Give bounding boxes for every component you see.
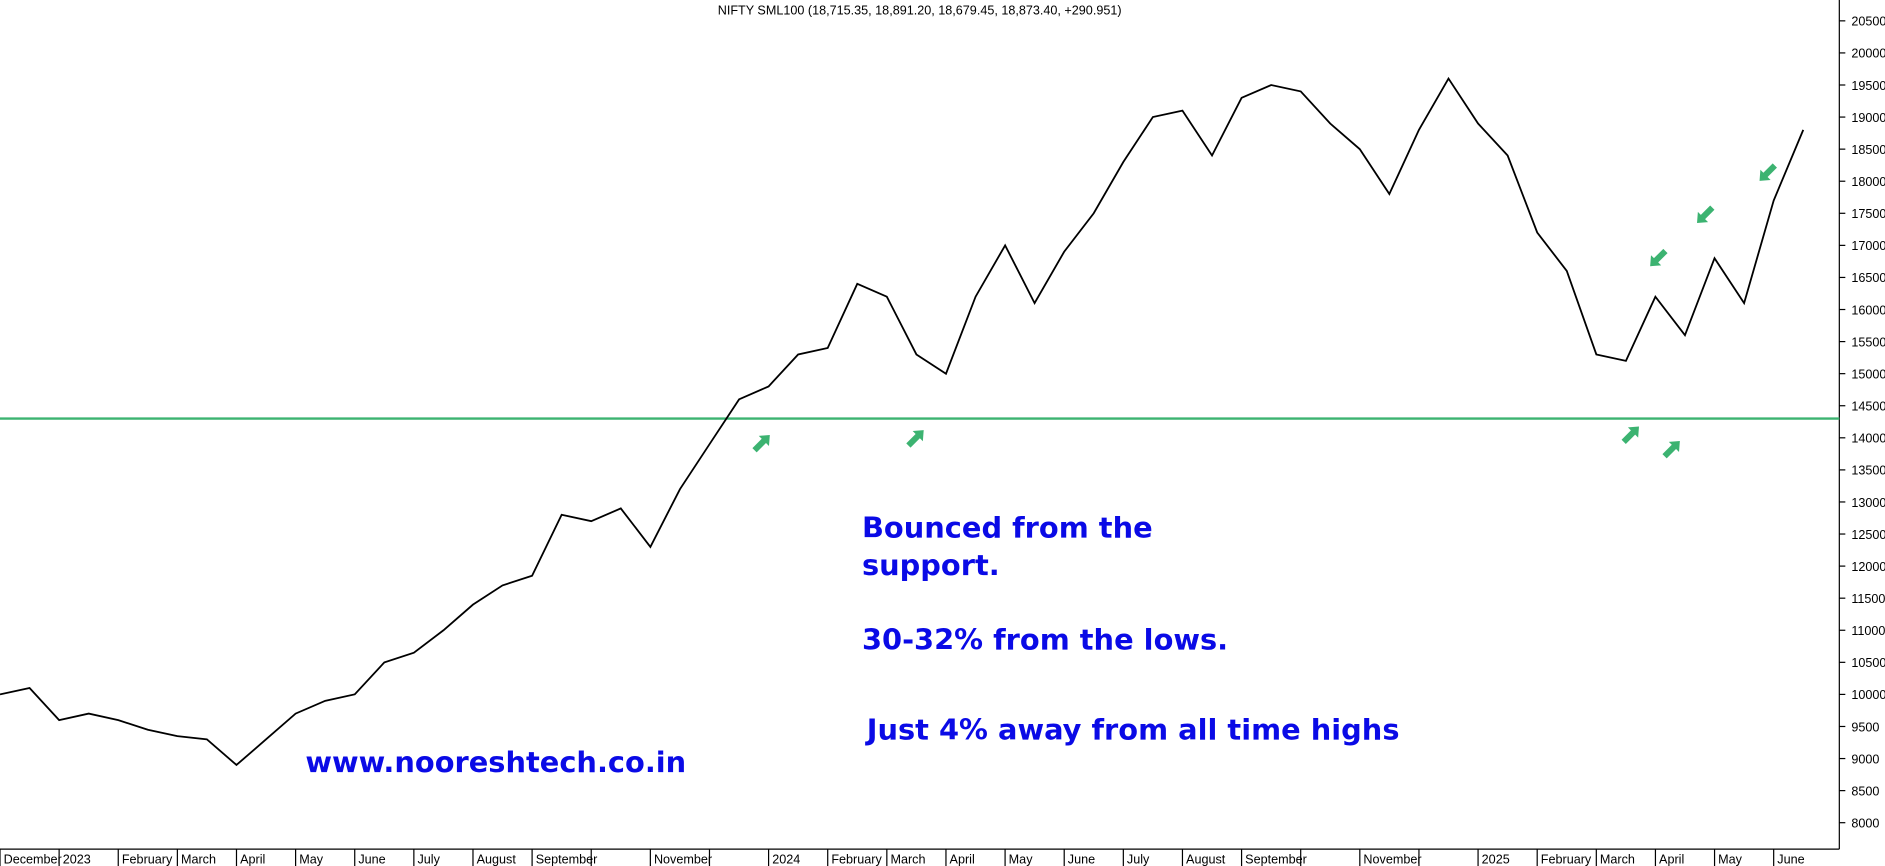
arrow-up xyxy=(1621,426,1639,444)
annotation: Bounced from the xyxy=(862,511,1153,545)
x-tick-label: 2024 xyxy=(772,853,800,866)
arrow-down xyxy=(1759,163,1777,181)
x-tick-label: March xyxy=(890,853,925,866)
y-tick-label: 9500 xyxy=(1851,720,1879,734)
x-tick-label: July xyxy=(417,853,440,866)
annotation: www.nooreshtech.co.in xyxy=(305,745,686,779)
x-tick-label: 2025 xyxy=(1482,853,1510,866)
y-tick-label: 16000 xyxy=(1851,303,1885,317)
y-tick-label: 15000 xyxy=(1851,367,1885,381)
y-tick-label: 11000 xyxy=(1851,624,1885,638)
x-tick-label: November xyxy=(654,853,712,866)
annotation: support. xyxy=(862,548,1000,582)
y-tick-label: 12000 xyxy=(1851,560,1885,574)
y-tick-label: 18000 xyxy=(1851,175,1885,189)
y-tick-label: 12500 xyxy=(1851,528,1885,542)
x-tick-label: May xyxy=(1009,853,1034,866)
x-tick-label: September xyxy=(1245,853,1307,866)
x-tick-label: March xyxy=(181,853,216,866)
x-tick-label: May xyxy=(1718,853,1743,866)
x-tick-label: April xyxy=(950,853,975,866)
annotation: 30-32% from the lows. xyxy=(862,622,1228,656)
x-tick-label: April xyxy=(1659,853,1684,866)
price-line xyxy=(0,76,1805,767)
y-tick-label: 16500 xyxy=(1851,271,1885,285)
y-tick-label: 19500 xyxy=(1851,79,1885,93)
arrows xyxy=(752,163,1777,459)
arrow-up xyxy=(752,434,770,453)
x-tick-label: August xyxy=(1186,853,1226,866)
x-tick-label: July xyxy=(1127,853,1150,866)
y-tick-label: 9000 xyxy=(1851,752,1879,766)
arrow-down xyxy=(1697,205,1715,223)
annotation: Just 4% away from all time highs xyxy=(865,713,1400,747)
y-tick-label: 19000 xyxy=(1851,111,1885,125)
y-tick-label: 17000 xyxy=(1851,239,1885,253)
x-tick-label: February xyxy=(1541,853,1592,866)
x-tick-label: June xyxy=(1068,853,1095,866)
x-tick-label: June xyxy=(358,853,385,866)
y-tick-label: 18500 xyxy=(1851,143,1885,157)
y-tick-label: 11500 xyxy=(1851,592,1885,606)
x-tick-label: April xyxy=(240,853,265,866)
arrow-up xyxy=(906,430,924,448)
x-tick-label: February xyxy=(831,853,882,866)
x-tick-label: August xyxy=(477,853,517,866)
chart-title: NIFTY SML100 (18,715.35, 18,891.20, 18,6… xyxy=(718,3,1122,17)
x-tick-label: 2023 xyxy=(63,853,91,866)
x-tick-label: March xyxy=(1600,853,1635,866)
y-tick-label: 20500 xyxy=(1851,15,1885,29)
y-tick-label: 14000 xyxy=(1851,432,1885,446)
y-tick-label: 14500 xyxy=(1851,400,1885,414)
y-tick-label: 10000 xyxy=(1851,688,1885,702)
arrow-up xyxy=(1662,440,1680,459)
x-tick-label: June xyxy=(1777,853,1804,866)
x-tick-label: December xyxy=(4,853,62,866)
x-tick-label: February xyxy=(122,853,173,866)
y-tick-label: 10500 xyxy=(1851,656,1885,670)
arrow-down xyxy=(1650,248,1668,267)
y-tick-label: 13000 xyxy=(1851,496,1885,510)
y-tick-label: 20000 xyxy=(1851,47,1885,61)
y-tick-label: 15500 xyxy=(1851,335,1885,349)
x-tick-label: May xyxy=(299,853,324,866)
y-tick-label: 8000 xyxy=(1851,817,1879,831)
x-tick-label: November xyxy=(1363,853,1421,866)
x-tick-label: September xyxy=(536,853,598,866)
y-tick-label: 17500 xyxy=(1851,207,1885,221)
y-tick-label: 8500 xyxy=(1851,784,1879,798)
y-tick-label: 13500 xyxy=(1851,464,1885,478)
